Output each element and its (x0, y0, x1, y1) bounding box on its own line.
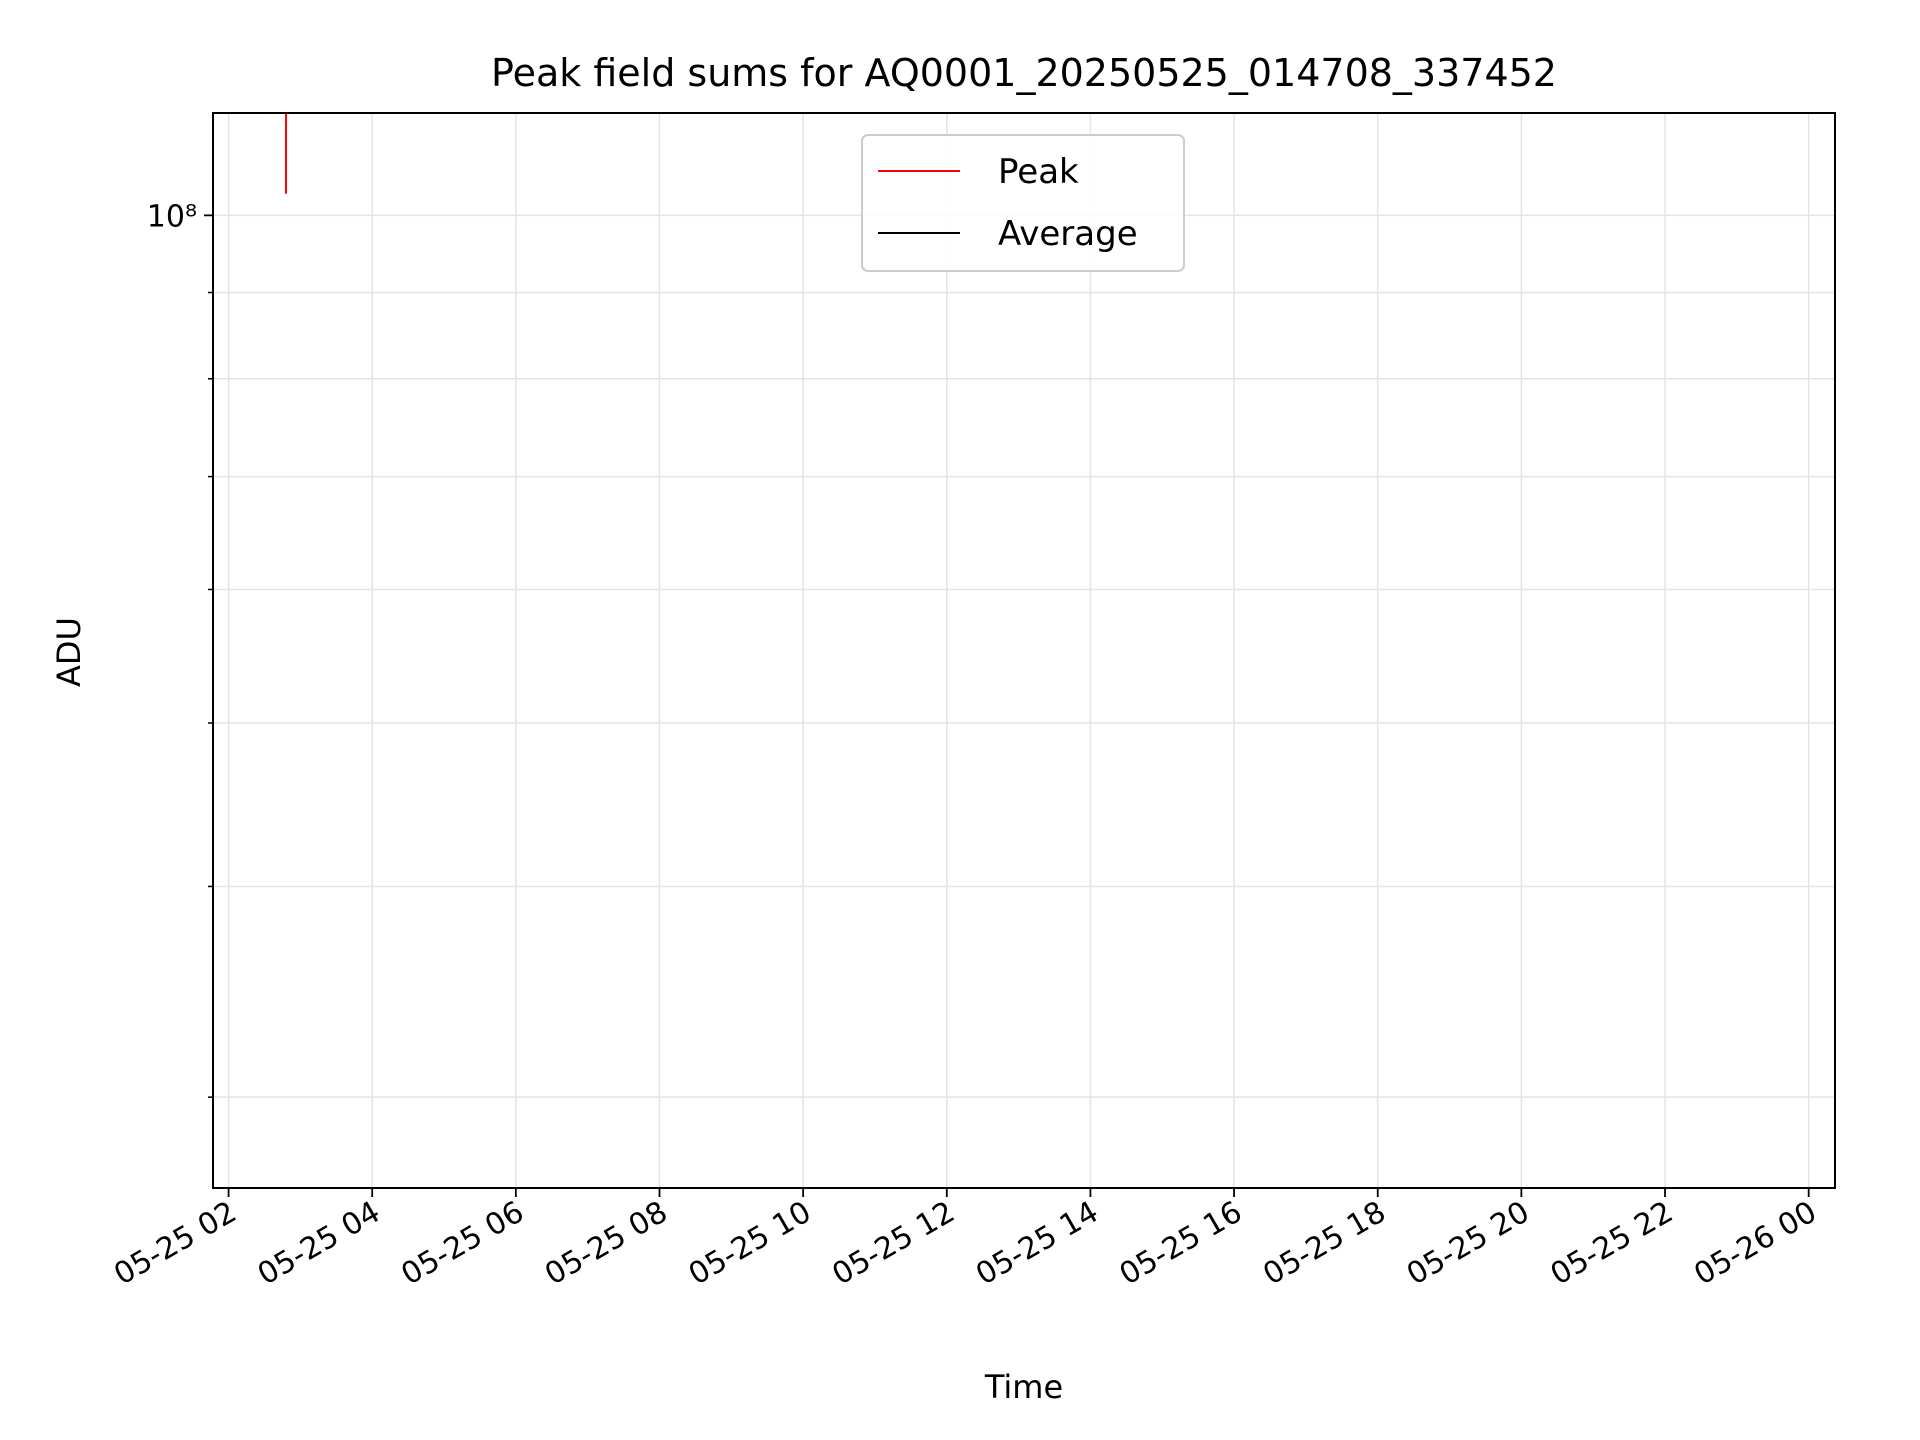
y-axis: 10⁸ (147, 199, 213, 1098)
legend-label-peak: Peak (998, 152, 1079, 192)
x-axis-label: Time (984, 1368, 1063, 1406)
legend-box (861, 134, 1185, 272)
legend-label-average: Average (998, 214, 1138, 254)
y-axis-label: ADU (50, 617, 88, 687)
grid-lines (213, 113, 1835, 1188)
plot-frame (212, 112, 1836, 1189)
y-tick-label: 10⁸ (147, 199, 197, 234)
chart-title: Peak field sums for AQ0001_20250525_0147… (491, 51, 1557, 95)
legend: Peak Average (861, 134, 1185, 272)
